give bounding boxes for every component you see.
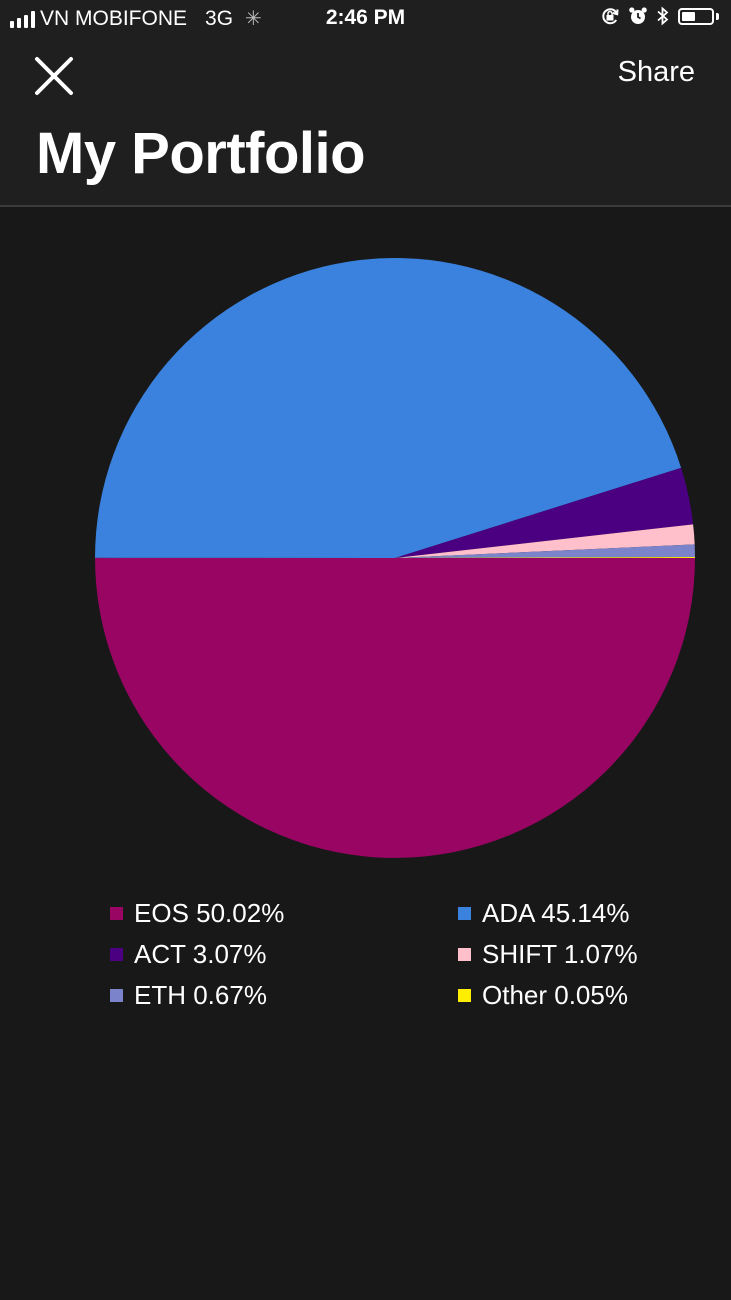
legend-item-shift[interactable]: SHIFT 1.07% [458,938,670,969]
orientation-lock-icon [602,8,619,25]
legend-swatch [458,906,471,920]
status-time: 2:46 PM [325,6,406,29]
legend-label: ADA 45.14% [482,897,630,928]
page-title: My Portfolio [36,121,366,186]
battery-icon [678,7,714,25]
carrier-name: VN MOBIFONE [40,6,188,30]
alarm-icon [629,7,647,24]
share-button[interactable]: Share [617,56,695,88]
legend-swatch [110,947,123,961]
battery-tip [716,12,719,20]
legend-label: EOS 50.02% [134,897,285,928]
pie-slice-shift[interactable] [395,524,695,558]
status-left: VN MOBIFONE 3G ✳ [10,6,262,31]
legend-label: ETH 0.67% [134,979,267,1010]
pie-slice-eth[interactable] [395,544,695,558]
pie-slice-other[interactable] [395,557,695,558]
legend-item-ada[interactable]: ADA 45.14% [458,897,670,928]
bluetooth-icon [657,6,669,26]
legend-item-act[interactable]: ACT 3.07% [110,938,458,969]
close-icon [35,57,73,95]
signal-icon [10,10,35,28]
legend-label: Other 0.05% [482,979,628,1010]
pie-slice-eos[interactable] [95,557,695,858]
legend-swatch [110,988,123,1002]
legend-swatch [458,947,471,961]
legend-swatch [458,988,471,1002]
legend-item-eos[interactable]: EOS 50.02% [110,897,458,928]
loading-spinner-icon: ✳ [245,8,262,30]
pie-slice-act[interactable] [395,467,694,558]
legend-swatch [110,906,123,920]
legend-label: SHIFT 1.07% [482,938,638,969]
legend-label: ACT 3.07% [134,938,267,969]
header: Share My Portfolio [0,38,731,207]
legend-item-eth[interactable]: ETH 0.67% [110,979,458,1010]
portfolio-pie-chart [95,258,695,858]
close-button[interactable] [32,54,76,98]
status-right [600,6,719,26]
pie-slice-ada[interactable] [95,258,682,558]
legend-item-other[interactable]: Other 0.05% [458,979,670,1010]
chart-legend: EOS 50.02% ADA 45.14% ACT 3.07% SHIFT 1.07%… [110,897,670,1010]
status-bar: VN MOBIFONE 3G ✳ 2:46 PM [0,0,731,38]
network-type: 3G [205,6,234,30]
battery-level [682,11,695,21]
